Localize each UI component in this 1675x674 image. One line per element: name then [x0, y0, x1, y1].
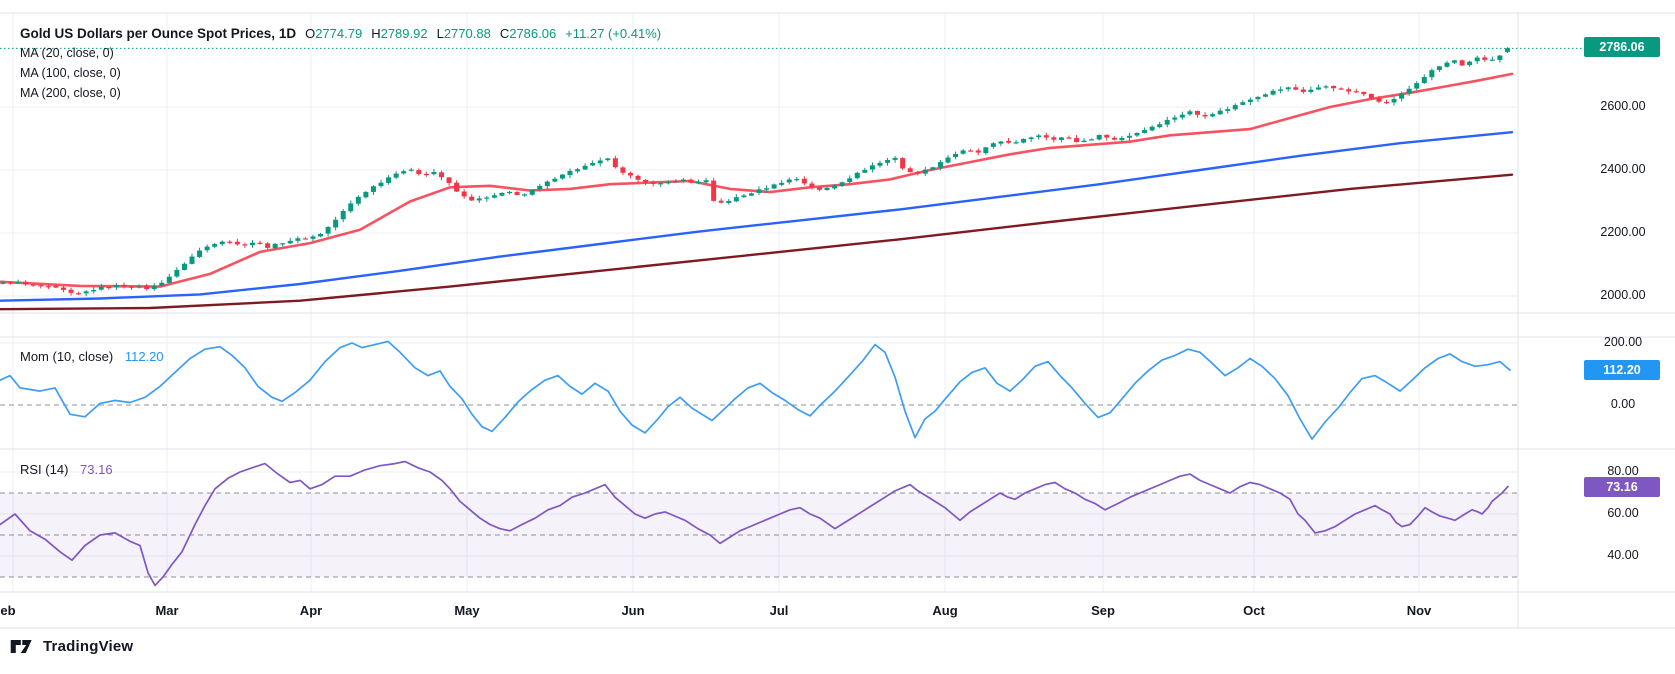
last-price-badge: 2786.06 [1584, 37, 1660, 57]
symbol-legend[interactable]: Gold US Dollars per Ounce Spot Prices, 1… [20, 25, 661, 43]
rsi-axis-label: 80.00 [1607, 464, 1639, 478]
tradingview-logo-icon [10, 640, 32, 653]
time-axis-label[interactable]: Sep [1091, 603, 1115, 618]
rsi-legend[interactable]: RSI (14) 73.16 [20, 462, 113, 477]
open-value: 2774.79 [315, 26, 363, 41]
price-axis-label: 2000.00 [1600, 288, 1646, 302]
tradingview-attribution[interactable]: TradingView [10, 638, 133, 655]
time-axis-label[interactable]: Mar [155, 603, 179, 618]
time-axis-label[interactable]: eb [0, 603, 16, 618]
ma200-legend[interactable]: MA (200, close, 0) [20, 86, 121, 100]
momentum-axis-label: 200.00 [1603, 335, 1643, 349]
rsi-badge: 73.16 [1584, 477, 1660, 497]
time-axis-label[interactable]: Aug [932, 603, 958, 618]
low-label: L [436, 26, 444, 41]
time-axis-label[interactable]: Jun [621, 603, 645, 618]
close-value: 2786.06 [509, 26, 557, 41]
time-axis-label[interactable]: May [454, 603, 480, 618]
time-axis-label[interactable]: Nov [1406, 603, 1432, 618]
high-value: 2789.92 [380, 26, 428, 41]
price-axis-label: 2400.00 [1600, 162, 1646, 176]
time-axis-label[interactable]: Jul [769, 603, 789, 618]
low-value: 2770.88 [443, 26, 491, 41]
rsi-axis-label: 40.00 [1607, 548, 1639, 562]
high-label: H [371, 26, 381, 41]
price-axis-label: 2200.00 [1600, 225, 1646, 239]
rsi-label: RSI (14) [20, 462, 69, 477]
price-axis-label: 2600.00 [1600, 99, 1646, 113]
rsi-axis-label: 60.00 [1607, 506, 1639, 520]
momentum-axis-label: 0.00 [1610, 397, 1636, 411]
open-label: O [305, 26, 316, 41]
time-axis-label[interactable]: Oct [1243, 603, 1265, 618]
ma20-legend[interactable]: MA (20, close, 0) [20, 46, 114, 60]
momentum-badge: 112.20 [1584, 360, 1660, 380]
rsi-value: 73.16 [80, 462, 113, 477]
brand-name: TradingView [43, 638, 134, 655]
ma100-legend[interactable]: MA (100, close, 0) [20, 66, 121, 80]
momentum-label: Mom (10, close) [20, 349, 114, 364]
momentum-legend[interactable]: Mom (10, close) 112.20 [20, 349, 164, 364]
momentum-value: 112.20 [124, 349, 164, 364]
change-value: +11.27 (+0.41%) [565, 26, 662, 41]
symbol-title: Gold US Dollars per Ounce Spot Prices, 1… [20, 26, 297, 41]
close-label: C [499, 26, 510, 41]
time-axis-label[interactable]: Apr [299, 603, 323, 618]
